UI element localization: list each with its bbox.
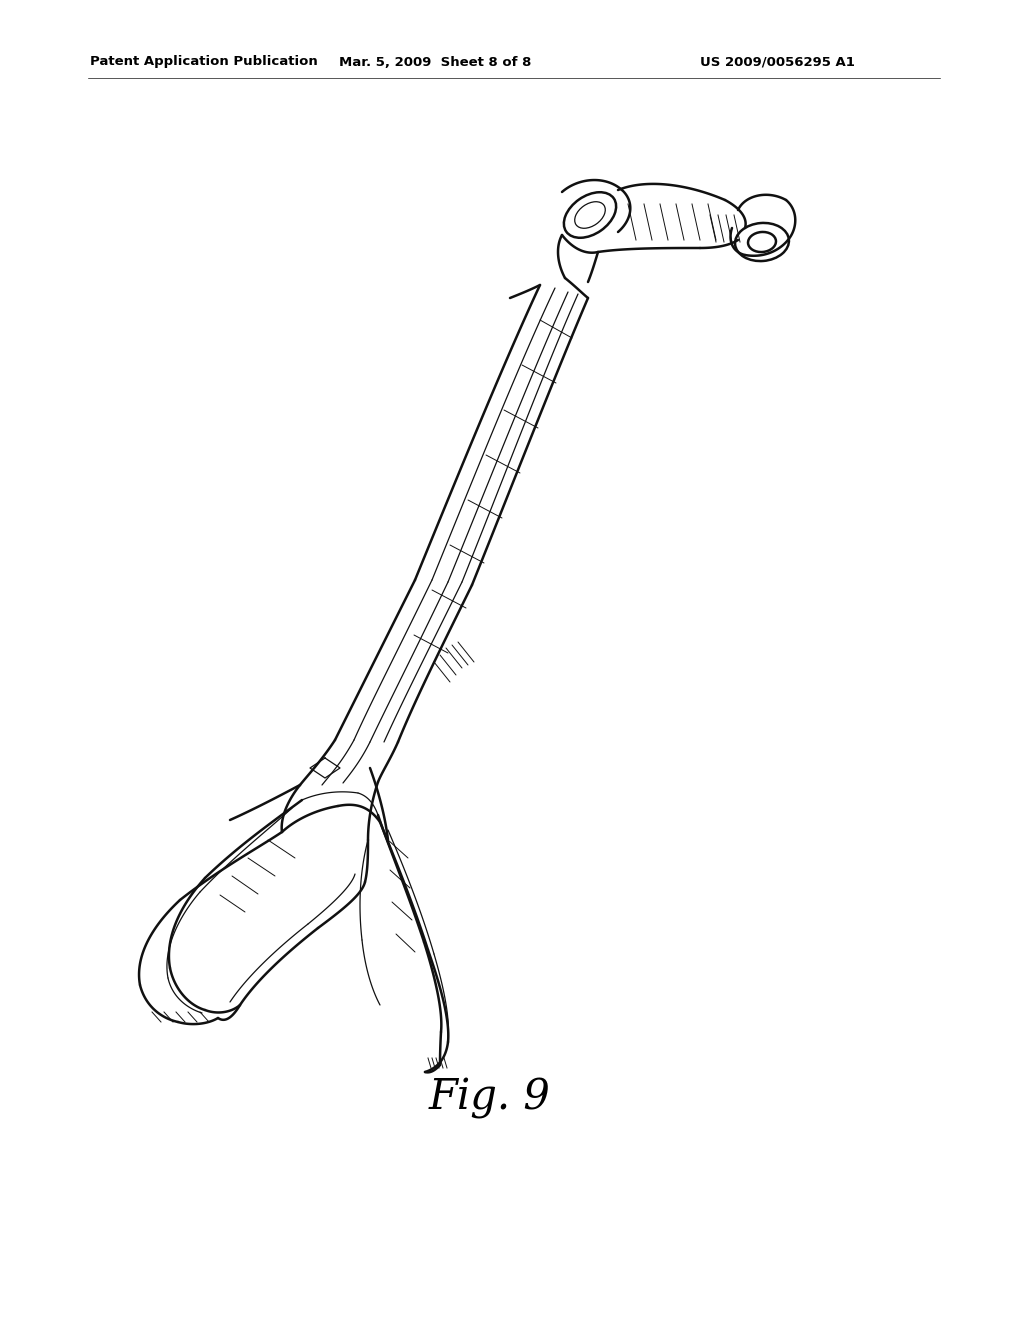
Text: Mar. 5, 2009  Sheet 8 of 8: Mar. 5, 2009 Sheet 8 of 8	[339, 55, 531, 69]
Text: US 2009/0056295 A1: US 2009/0056295 A1	[700, 55, 855, 69]
Text: Patent Application Publication: Patent Application Publication	[90, 55, 317, 69]
Text: Fig. 9: Fig. 9	[429, 1077, 551, 1119]
